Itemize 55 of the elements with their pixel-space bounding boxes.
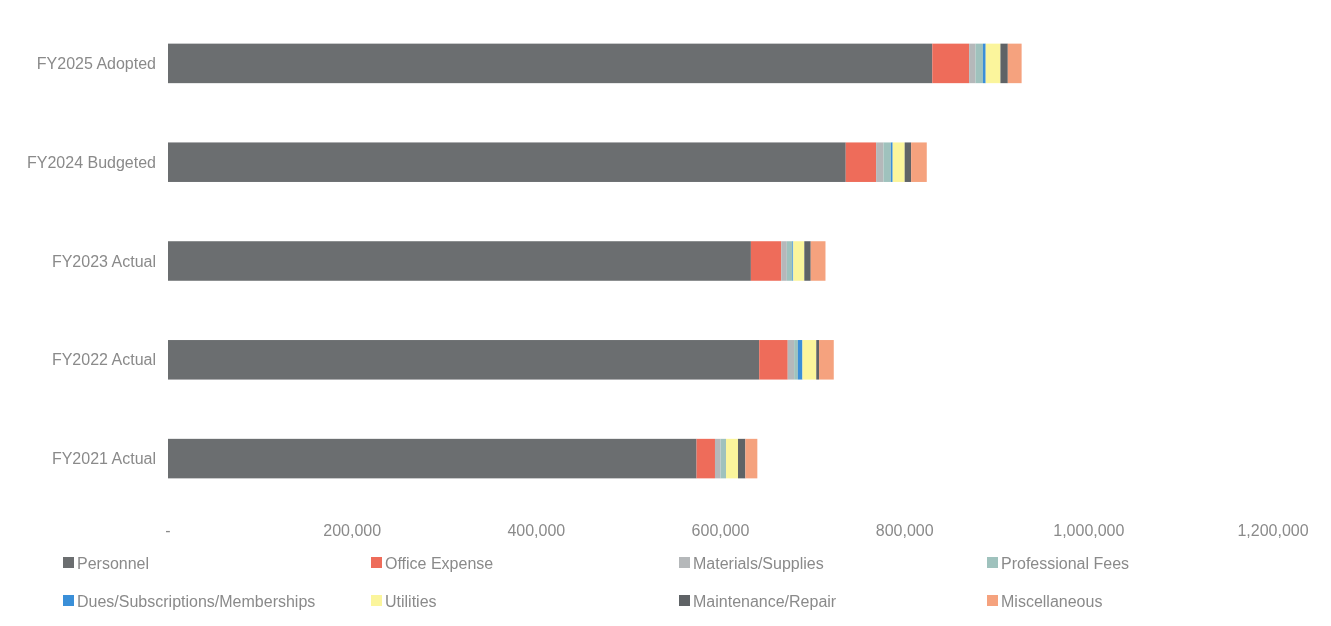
x-tick-label: 1,000,000 bbox=[1053, 521, 1125, 539]
bar bbox=[1000, 43, 1008, 84]
bar bbox=[932, 43, 970, 84]
bar bbox=[892, 142, 905, 182]
x-tick-label: 600,000 bbox=[691, 521, 750, 539]
bar bbox=[969, 43, 976, 84]
bar bbox=[696, 438, 715, 479]
y-tick-label: FY2021 Actual bbox=[51, 450, 156, 468]
bar bbox=[786, 241, 793, 281]
bar bbox=[168, 241, 751, 281]
bar bbox=[975, 43, 983, 84]
x-tick-label: 800,000 bbox=[875, 521, 934, 539]
x-tick-label: 400,000 bbox=[507, 521, 566, 539]
bar bbox=[985, 43, 1001, 84]
bar bbox=[726, 438, 738, 479]
bar bbox=[904, 142, 912, 182]
x-tick-label: - bbox=[165, 521, 171, 539]
legend-label: Maintenance/Repair bbox=[693, 592, 837, 610]
bar bbox=[816, 340, 820, 380]
bar bbox=[745, 438, 758, 479]
bar bbox=[168, 142, 846, 182]
bar bbox=[911, 142, 927, 182]
y-tick-label: FY2025 Adopted bbox=[36, 55, 156, 72]
bar bbox=[876, 142, 884, 182]
bar bbox=[845, 142, 877, 182]
bar bbox=[804, 241, 811, 281]
bar bbox=[750, 241, 782, 281]
bar bbox=[781, 241, 787, 281]
x-tick-label: 1,200,000 bbox=[1237, 521, 1309, 539]
legend-label: Materials/Supplies bbox=[693, 554, 824, 572]
bar bbox=[802, 340, 817, 380]
legend-label: Office Expense bbox=[385, 554, 494, 572]
legend-label: Miscellaneous bbox=[1001, 592, 1103, 610]
bar bbox=[168, 340, 760, 380]
bar bbox=[787, 340, 795, 380]
legend-label: Personnel bbox=[77, 554, 150, 572]
bar bbox=[883, 142, 891, 182]
bar bbox=[1007, 43, 1022, 84]
bar bbox=[794, 340, 798, 380]
bar bbox=[168, 43, 933, 84]
bar bbox=[738, 438, 746, 479]
y-tick-label: FY2024 Budgeted bbox=[27, 153, 156, 171]
x-tick-label: 200,000 bbox=[323, 521, 382, 539]
legend-label: Dues/Subscriptions/Memberships bbox=[77, 592, 316, 610]
legend-label: Utilities bbox=[385, 592, 437, 610]
bar bbox=[819, 340, 834, 380]
bar bbox=[793, 241, 805, 281]
y-tick-label: FY2023 Actual bbox=[51, 252, 156, 270]
bar bbox=[714, 438, 721, 479]
bar bbox=[168, 438, 697, 479]
bar bbox=[759, 340, 788, 380]
bar bbox=[982, 43, 986, 84]
bar bbox=[810, 241, 826, 281]
y-tick-label: FY2022 Actual bbox=[51, 351, 156, 369]
legend-label: Professional Fees bbox=[1001, 554, 1130, 572]
